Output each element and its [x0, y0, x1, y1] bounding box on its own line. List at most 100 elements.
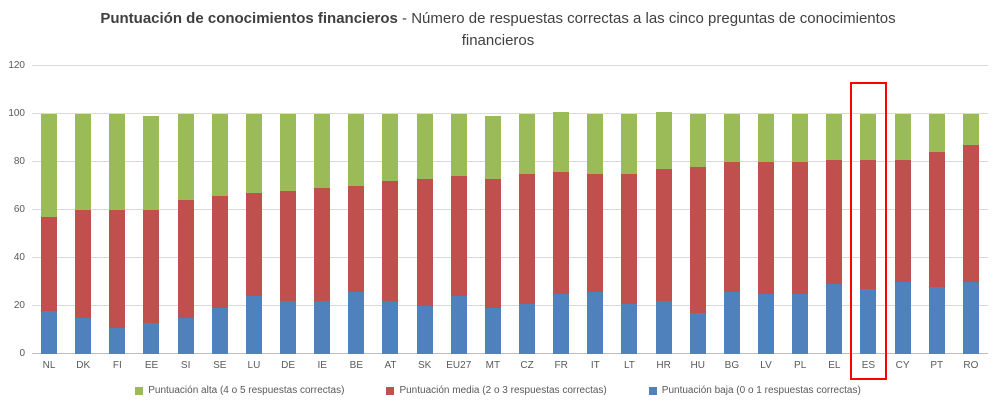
gridline-100: [32, 113, 988, 114]
y-tick-60: 60: [13, 204, 25, 215]
gridline-80: [32, 161, 988, 162]
segment-CY-s2: [894, 114, 911, 160]
stacked-bar: [416, 114, 433, 354]
segment-CZ-s1: [519, 174, 536, 304]
x-tick-LT: LT: [623, 360, 635, 371]
legend-item-1: Puntuación media (2 o 3 respuestas corre…: [386, 385, 607, 396]
y-tick-100: 100: [8, 108, 25, 119]
segment-EE-s2: [143, 116, 160, 211]
bar-EE: [134, 66, 168, 354]
x-tick-PL: PL: [794, 360, 807, 371]
segment-BG-s2: [723, 114, 740, 163]
segment-EE-s1: [143, 210, 160, 323]
segment-FR-s1: [553, 171, 570, 294]
segment-HR-s2: [655, 111, 672, 170]
stacked-bar: [655, 111, 672, 354]
x-tick-NL: NL: [42, 360, 56, 371]
segment-MT-s0: [484, 308, 501, 354]
segment-LU-s1: [245, 193, 262, 297]
legend-label: Puntuación alta (4 o 5 respuestas correc…: [148, 385, 345, 396]
segment-EE-s0: [143, 322, 160, 354]
segment-PT-s0: [928, 286, 945, 354]
segment-PL-s1: [792, 162, 809, 294]
y-axis: 0 20 40 60 80 100 120: [0, 60, 32, 359]
segment-HR-s0: [655, 301, 672, 354]
stacked-bar: [587, 114, 604, 354]
segment-EU27-s1: [450, 176, 467, 297]
stacked-bar: [621, 114, 638, 354]
segment-AT-s2: [382, 114, 399, 182]
segment-BG-s0: [723, 291, 740, 354]
stacked-bar: [75, 114, 92, 354]
segment-DE-s2: [280, 114, 297, 191]
segment-ES-s0: [860, 289, 877, 354]
x-tick-CY: CY: [895, 360, 910, 371]
segment-RO-s0: [962, 282, 979, 354]
segment-LU-s0: [245, 296, 262, 354]
bar-SE: [203, 66, 237, 354]
x-axis-labels: NL DK FI EE SI SE LU DE IE BE AT SK EU27 MT CZ FR IT LT HR…: [32, 360, 988, 371]
segment-LT-s2: [621, 114, 638, 175]
segment-EU27-s2: [450, 114, 467, 177]
bar-IT: [578, 66, 612, 354]
bar-CY: [886, 66, 920, 354]
segment-NL-s1: [41, 217, 58, 311]
chart-title-bold: Puntuación de conocimientos financieros: [100, 10, 398, 27]
segment-ES-s2: [860, 114, 877, 160]
stacked-bar: [450, 114, 467, 354]
bar-EL: [817, 66, 851, 354]
segment-RO-s1: [962, 145, 979, 282]
segment-PT-s1: [928, 152, 945, 287]
x-tick-IE: IE: [317, 360, 327, 371]
segment-PL-s0: [792, 294, 809, 354]
segment-FI-s2: [109, 114, 126, 211]
stacked-bar: [245, 114, 262, 354]
bar-AT: [373, 66, 407, 354]
stacked-bar: [758, 114, 775, 354]
stacked-bar: [792, 114, 809, 354]
x-tick-BG: BG: [724, 360, 740, 371]
x-tick-LU: LU: [247, 360, 261, 371]
stacked-bar: [553, 111, 570, 354]
legend-label: Puntuación baja (0 o 1 respuestas correc…: [661, 385, 861, 396]
x-tick-PT: PT: [930, 360, 944, 371]
segment-LV-s2: [758, 114, 775, 162]
segment-HR-s1: [655, 169, 672, 302]
bar-IE: [305, 66, 339, 354]
segment-SE-s0: [211, 308, 228, 354]
stacked-bar: [723, 114, 740, 354]
y-tick-20: 20: [13, 300, 25, 311]
segment-IT-s1: [587, 174, 604, 292]
segment-FI-s0: [109, 327, 126, 354]
bar-DK: [66, 66, 100, 354]
legend-label: Puntuación media (2 o 3 respuestas corre…: [399, 385, 607, 396]
bar-NL: [32, 66, 66, 354]
plot-area: [32, 65, 988, 380]
segment-LU-s2: [245, 114, 262, 194]
x-tick-DK: DK: [76, 360, 91, 371]
segment-DE-s0: [280, 301, 297, 354]
bars-container: [32, 66, 988, 380]
bar-FR: [544, 66, 578, 354]
x-tick-ES: ES: [861, 360, 876, 371]
segment-AT-s0: [382, 301, 399, 354]
bar-HU: [681, 66, 715, 354]
gridline-0: [32, 353, 988, 354]
bar-DE: [271, 66, 305, 354]
bar-BG: [715, 66, 749, 354]
legend-item-0: Puntuación alta (4 o 5 respuestas correc…: [135, 385, 344, 396]
bar-SI: [169, 66, 203, 354]
stacked-bar: [826, 114, 843, 354]
y-tick-80: 80: [13, 156, 25, 167]
stacked-bar: [314, 114, 331, 354]
segment-IE-s0: [314, 301, 331, 354]
x-tick-IT: IT: [590, 360, 600, 371]
segment-BE-s2: [348, 114, 365, 187]
x-tick-EU27: EU27: [446, 360, 472, 371]
stacked-bar: [41, 114, 58, 354]
legend-swatch-icon: [648, 386, 657, 395]
segment-HU-s2: [689, 114, 706, 167]
segment-SK-s1: [416, 178, 433, 306]
bar-FI: [100, 66, 134, 354]
